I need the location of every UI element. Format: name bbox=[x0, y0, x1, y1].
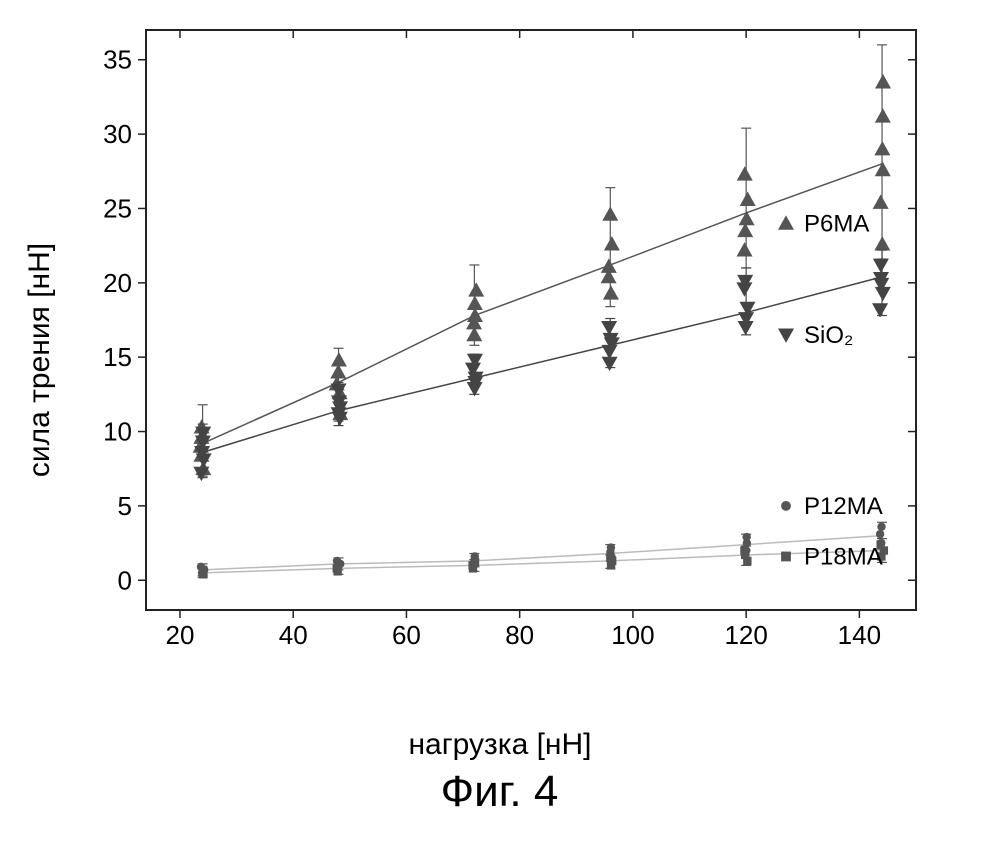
svg-text:P6MA: P6MA bbox=[804, 210, 869, 237]
page: 20 40 60 80 100 120 140 0 5 10 15 20 25 30 35 P6MA SiO₂ P… bbox=[0, 0, 999, 842]
x-axis-label: нагрузка [нН] bbox=[408, 728, 591, 762]
svg-text:35: 35 bbox=[103, 45, 132, 75]
chart-container: 20 40 60 80 100 120 140 0 5 10 15 20 25 30 35 P6MA SiO₂ P… bbox=[50, 20, 950, 700]
svg-text:10: 10 bbox=[103, 417, 132, 447]
y-axis-label: сила трения [нН] bbox=[23, 243, 57, 477]
svg-text:20: 20 bbox=[166, 620, 195, 650]
svg-text:25: 25 bbox=[103, 193, 132, 223]
svg-text:30: 30 bbox=[103, 119, 132, 149]
svg-text:5: 5 bbox=[118, 491, 132, 521]
svg-text:P12MA: P12MA bbox=[804, 493, 883, 520]
svg-text:20: 20 bbox=[103, 268, 132, 298]
svg-text:120: 120 bbox=[724, 620, 767, 650]
figure-caption: Фиг. 4 bbox=[441, 767, 559, 817]
svg-text:SiO₂: SiO₂ bbox=[804, 322, 853, 349]
svg-text:0: 0 bbox=[118, 565, 132, 595]
svg-text:15: 15 bbox=[103, 342, 132, 372]
friction-chart: 20 40 60 80 100 120 140 0 5 10 15 20 25 30 35 P6MA SiO₂ P… bbox=[50, 20, 950, 670]
svg-text:40: 40 bbox=[279, 620, 308, 650]
svg-text:140: 140 bbox=[838, 620, 881, 650]
svg-text:80: 80 bbox=[505, 620, 534, 650]
svg-text:P18MA: P18MA bbox=[804, 543, 883, 570]
svg-text:100: 100 bbox=[611, 620, 654, 650]
svg-text:60: 60 bbox=[392, 620, 421, 650]
